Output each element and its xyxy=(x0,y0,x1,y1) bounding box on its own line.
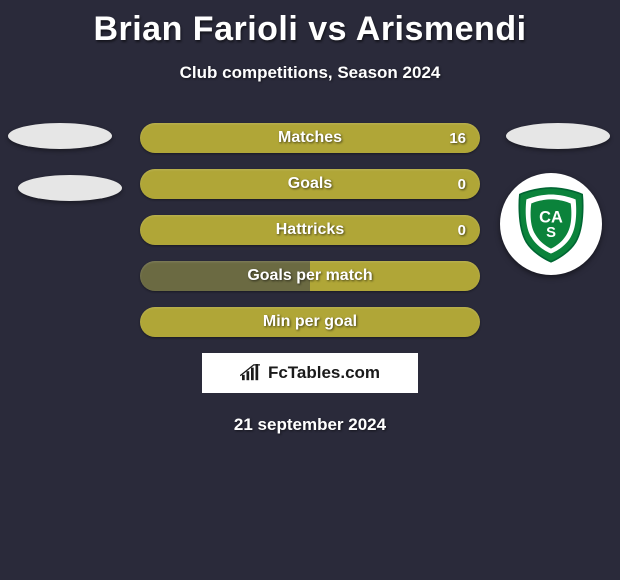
stat-bar-label: Goals per match xyxy=(140,261,480,291)
stat-bar: Hattricks 0 xyxy=(140,215,480,245)
stat-bar-value: 0 xyxy=(458,215,466,245)
club-crest: CA S xyxy=(500,173,602,275)
stat-bar-label: Goals xyxy=(140,169,480,199)
brand-text: FcTables.com xyxy=(268,363,380,383)
content-area: CA S Matches 16 Goals 0 Hattricks 0 Goal… xyxy=(0,123,620,435)
player-right-marker-1 xyxy=(506,123,610,149)
player-left-marker-1 xyxy=(8,123,112,149)
shield-icon: CA S xyxy=(510,183,592,265)
stat-bar-value: 16 xyxy=(449,123,466,153)
stat-bar: Goals per match xyxy=(140,261,480,291)
stat-bar-label: Hattricks xyxy=(140,215,480,245)
page-title: Brian Farioli vs Arismendi xyxy=(0,0,620,49)
stat-bar-label: Matches xyxy=(140,123,480,153)
brand-box: FcTables.com xyxy=(202,353,418,393)
date-line: 21 september 2024 xyxy=(0,415,620,435)
stat-bar: Min per goal xyxy=(140,307,480,337)
stat-bar-value: 0 xyxy=(458,169,466,199)
player-left-marker-2 xyxy=(18,175,122,201)
subtitle: Club competitions, Season 2024 xyxy=(0,63,620,83)
svg-text:CA: CA xyxy=(539,208,563,226)
bar-chart-icon xyxy=(240,364,262,382)
svg-text:S: S xyxy=(546,225,556,241)
stat-bar: Matches 16 xyxy=(140,123,480,153)
stat-bars: Matches 16 Goals 0 Hattricks 0 Goals per… xyxy=(140,123,480,337)
stat-bar-label: Min per goal xyxy=(140,307,480,337)
stat-bar: Goals 0 xyxy=(140,169,480,199)
